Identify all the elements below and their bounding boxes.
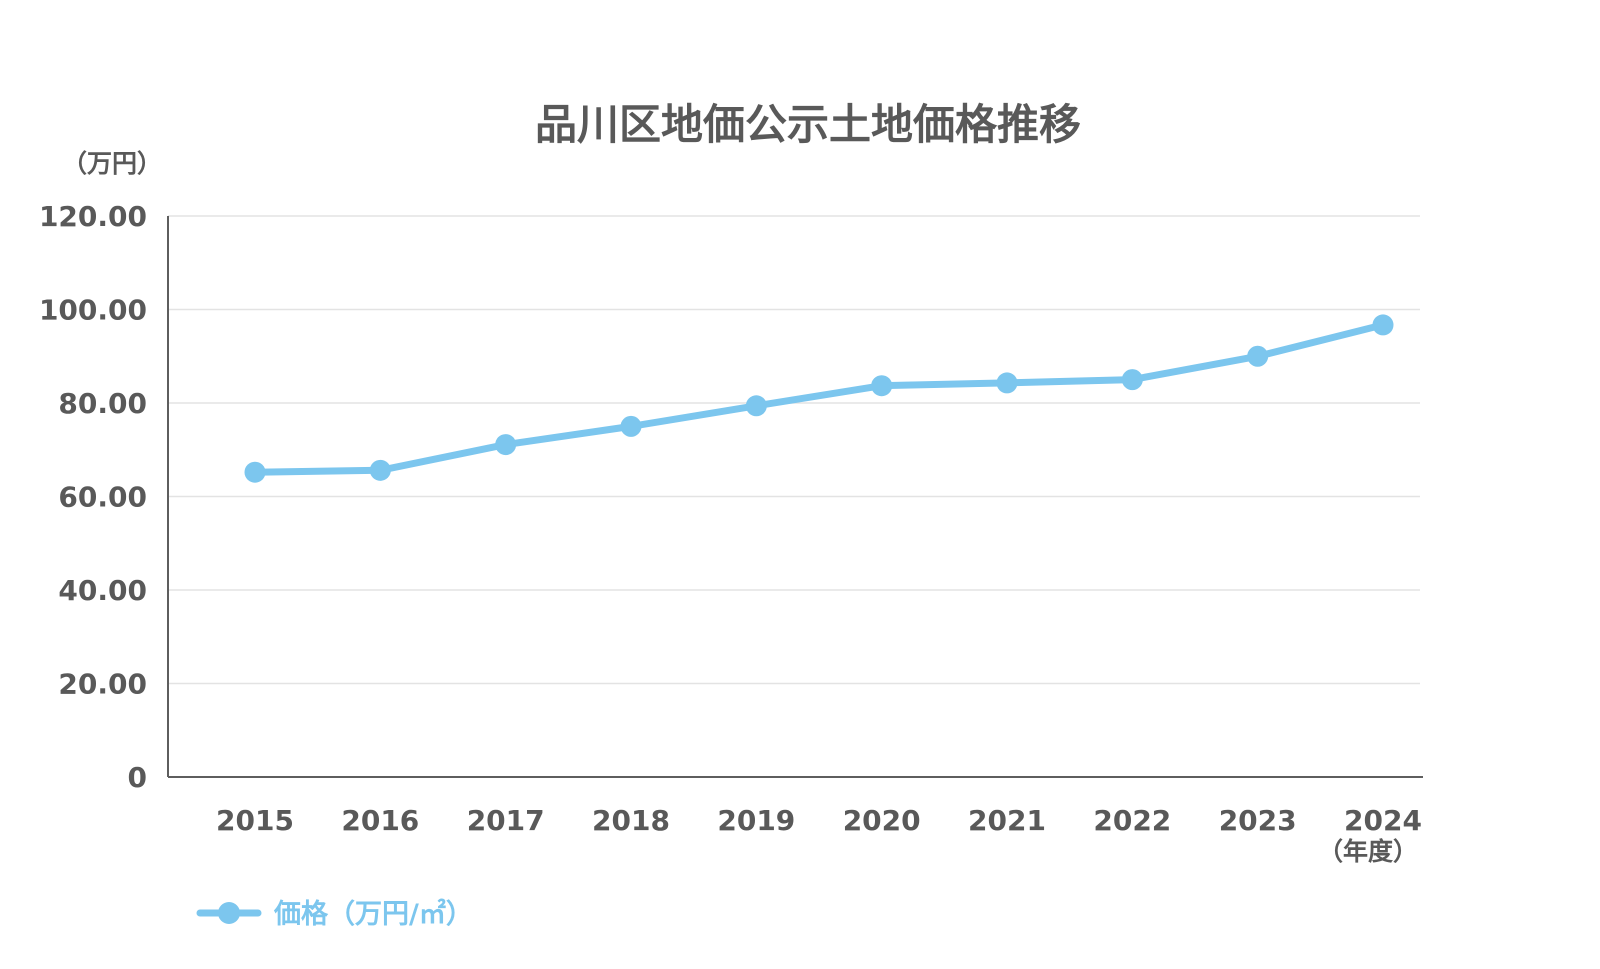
data-point <box>871 375 893 397</box>
y-unit-label: （万円） <box>62 149 162 178</box>
grid-lines <box>168 215 1420 685</box>
data-point <box>369 459 391 481</box>
y-tick-label: 20.00 <box>58 668 147 701</box>
y-tick-label: 40.00 <box>58 574 147 607</box>
data-point <box>745 395 767 417</box>
y-tick-label: 60.00 <box>58 481 147 514</box>
data-point <box>1121 369 1143 391</box>
chart-title: 品川区地価公示土地価格推移 <box>535 100 1081 149</box>
x-tick-label: 2019 <box>717 804 795 837</box>
y-tick-label: 80.00 <box>58 387 147 420</box>
series-line <box>251 321 1387 476</box>
legend: 価格（万円/㎡） <box>196 898 473 930</box>
x-tick-label: 2016 <box>341 804 419 837</box>
data-point <box>244 461 266 483</box>
data-point <box>996 372 1018 394</box>
data-point <box>620 415 642 437</box>
data-point <box>495 434 517 456</box>
data-point <box>1372 314 1394 336</box>
x-tick-label: 2017 <box>467 804 545 837</box>
y-tick-label: 0 <box>128 761 147 794</box>
x-tick-label: 2021 <box>968 804 1046 837</box>
series-layer <box>244 314 1394 483</box>
legend-dot-marker <box>218 902 240 924</box>
y-tick-label: 100.00 <box>39 294 147 327</box>
x-tick-label: 2024 <box>1344 804 1422 837</box>
x-unit-label: （年度） <box>1318 837 1418 866</box>
x-tick-label: 2020 <box>843 804 921 837</box>
x-tick-label: 2015 <box>216 804 294 837</box>
x-axis-ticks: 2015 2016 2017 2018 2019 2020 2021 2022 2023 2024 <box>216 804 1422 837</box>
y-axis-ticks: 0 20.00 40.00 60.00 80.00 100.00 120.00 <box>39 200 147 794</box>
data-point <box>1247 345 1269 367</box>
chart-axes <box>167 216 1423 778</box>
legend-label: 価格（万円/㎡） <box>273 898 473 930</box>
x-tick-label: 2022 <box>1093 804 1171 837</box>
x-tick-label: 2023 <box>1219 804 1297 837</box>
x-tick-label: 2018 <box>592 804 670 837</box>
y-tick-label: 120.00 <box>39 200 147 233</box>
